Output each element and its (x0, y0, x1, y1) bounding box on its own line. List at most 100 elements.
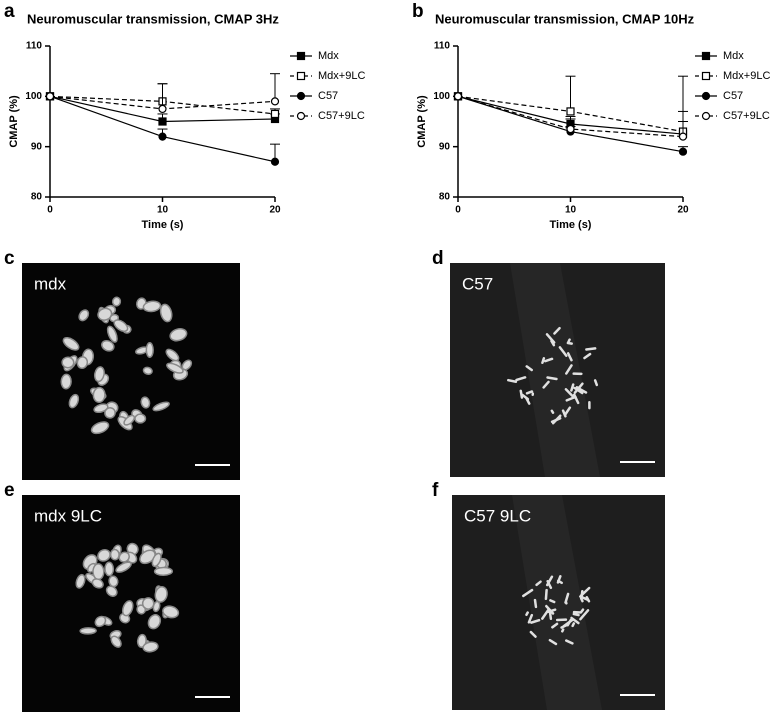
synapse-branch (561, 409, 567, 418)
synapse-blob (152, 401, 170, 412)
y-tick-label: 80 (439, 192, 451, 203)
x-axis-label: Time (s) (550, 219, 592, 231)
image-caption: C57 (462, 274, 493, 293)
synapse-branch (529, 630, 537, 638)
marker (158, 132, 167, 141)
y-tick-label: 110 (434, 41, 451, 52)
synapse-branch (573, 386, 584, 395)
legend-label: Mdx+9LC (723, 70, 770, 82)
synapse-branch (533, 598, 538, 609)
synapse-blob (140, 396, 151, 409)
synapse-blob (104, 407, 116, 419)
y-tick-label: 90 (31, 141, 43, 152)
synapse-blob (79, 627, 97, 635)
synapse-branch (546, 376, 558, 381)
synapse-blob (92, 386, 106, 404)
marker (45, 92, 55, 101)
legend-label: C57+9LC (318, 110, 365, 122)
legend-label: C57 (723, 90, 743, 102)
synapse-branch (579, 597, 584, 603)
marker (158, 104, 167, 114)
synapse-branch (551, 622, 559, 629)
synapse-branch (535, 580, 542, 587)
synapse-blob (91, 578, 104, 589)
synapse-blob (113, 319, 129, 333)
synapse-branch (564, 388, 576, 399)
synapse-blob (104, 561, 115, 577)
error-bar (157, 83, 168, 109)
panel-label: d (432, 248, 444, 269)
synapse-blob (60, 373, 72, 390)
synapse-branch (580, 608, 585, 614)
marker (678, 132, 688, 141)
x-tick-label: 20 (677, 205, 689, 216)
synapse-branch (570, 616, 580, 625)
legend-marker (296, 111, 306, 121)
synapse-branch (566, 341, 573, 345)
synapse-branch (565, 639, 574, 645)
synapse-blob (75, 573, 86, 589)
synapse-branch (565, 364, 573, 375)
error-bar (270, 73, 280, 102)
synapse-blob (165, 348, 180, 362)
synapse-branch (593, 379, 599, 387)
legend-label: C57+9LC (723, 110, 770, 122)
synapse-blob (166, 362, 184, 374)
y-tick-label: 80 (31, 192, 43, 203)
synapse-blob (110, 635, 122, 648)
legend-marker (701, 51, 711, 61)
y-tick-label: 100 (433, 91, 450, 102)
synapse-blob (94, 615, 107, 628)
y-tick-label: 110 (26, 41, 43, 52)
synapse-branch (543, 357, 554, 363)
chart-title: Neuromuscular transmission, CMAP 10Hz (435, 11, 695, 26)
synapse-blob (145, 342, 154, 358)
synapse-blob (123, 414, 136, 426)
y-axis-label: CMAP (%) (416, 95, 428, 148)
synapse-blob (134, 413, 147, 424)
synapse-branch (550, 417, 562, 423)
x-axis-label: Time (s) (142, 219, 184, 231)
synapse-branch (573, 382, 584, 394)
synapse-branch (541, 608, 550, 620)
synapse-branch (560, 623, 569, 629)
synapse-blob (61, 356, 75, 369)
synapse-branch (521, 393, 530, 401)
x-tick-label: 10 (565, 205, 577, 216)
legend-marker (296, 51, 306, 61)
synapse-branch (545, 333, 556, 344)
synapse-blob (109, 548, 120, 561)
panel-label: f (432, 480, 439, 501)
legend-marker (701, 111, 711, 121)
synapse-branch (525, 365, 533, 372)
synapse-blob (169, 328, 188, 342)
x-tick-label: 0 (47, 205, 53, 216)
synapse-blob (121, 600, 134, 617)
synapse-branch (550, 409, 555, 414)
synapse-branch (553, 326, 561, 335)
marker (270, 157, 280, 166)
synapse-branch (542, 380, 550, 389)
synapse-branch (541, 357, 546, 365)
synapse-branch (519, 389, 524, 399)
synapse-blob (111, 296, 122, 307)
synapse-blob (118, 551, 130, 563)
panel-label: b (412, 1, 424, 22)
synapse-branch (530, 618, 541, 624)
image-caption: mdx 9LC (34, 506, 102, 525)
synapse-branch (583, 352, 592, 360)
series-line (457, 95, 684, 138)
synapse-branch (570, 383, 575, 392)
x-tick-label: 20 (269, 205, 281, 216)
marker (270, 109, 280, 119)
synapse-blob (78, 309, 90, 322)
synapse-blob (68, 393, 80, 409)
marker (566, 124, 575, 134)
legend-marker (296, 91, 306, 101)
synapse-blob (105, 585, 118, 597)
y-tick-label: 100 (25, 91, 42, 102)
synapse-blob (141, 597, 155, 610)
panel-label: a (4, 1, 15, 22)
synapse-blob (147, 614, 162, 630)
